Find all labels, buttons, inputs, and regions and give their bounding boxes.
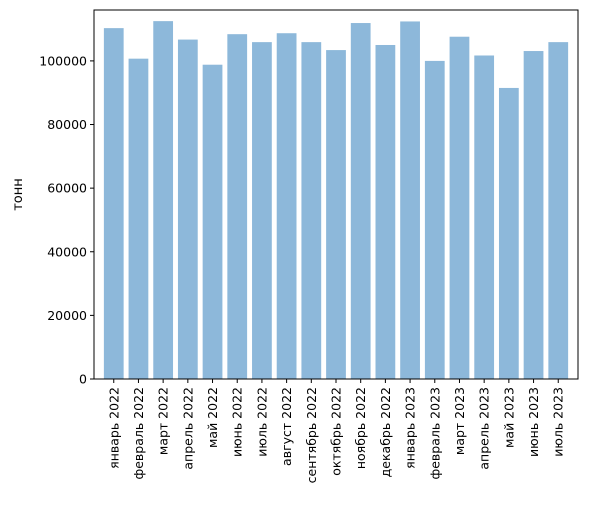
bar-2 (153, 21, 174, 379)
y-tick-label-5: 100000 (39, 53, 87, 68)
y-tick-label-1: 20000 (47, 308, 87, 323)
x-axis: январь 2022 февраль 2022 март 2022 апрель 2… (106, 379, 566, 483)
x-tick-label-18: июль 2023 (551, 387, 566, 457)
bar-12 (400, 21, 420, 379)
bar-10 (350, 23, 371, 379)
x-tick-label-16: май 2023 (501, 387, 516, 448)
y-axis-label: тонн (11, 178, 26, 211)
x-tick-label-4: май 2022 (205, 387, 220, 448)
x-tick-label-6: июль 2022 (254, 387, 269, 457)
x-tick-label-10: ноябрь 2022 (353, 387, 368, 469)
x-tick-label-17: июнь 2023 (526, 387, 541, 457)
x-tick-label-1: февраль 2022 (131, 387, 146, 479)
y-tick-label-3: 60000 (47, 181, 87, 196)
x-tick-label-9: октябрь 2022 (329, 387, 344, 476)
bar-16 (498, 87, 519, 379)
bar-8 (301, 42, 322, 379)
y-axis: 0 20000 40000 60000 80000 100000 (39, 53, 94, 387)
bar-13 (424, 60, 445, 380)
x-tick-label-12: январь 2023 (403, 387, 418, 469)
bar-1 (128, 58, 149, 380)
bar-14 (449, 36, 470, 379)
x-tick-label-13: февраль 2023 (427, 387, 442, 479)
x-tick-label-0: январь 2022 (106, 387, 121, 469)
bar-3 (177, 39, 198, 379)
bar-0 (103, 28, 124, 379)
bar-18 (548, 42, 569, 379)
x-tick-label-5: июнь 2022 (230, 387, 245, 457)
bar-11 (375, 44, 396, 380)
x-tick-label-7: август 2022 (279, 387, 294, 466)
bar-5 (227, 34, 248, 380)
x-tick-label-8: сентябрь 2022 (304, 387, 319, 483)
x-tick-label-3: апрель 2022 (180, 387, 195, 470)
y-tick-label-2: 40000 (47, 244, 87, 259)
y-tick-label-4: 80000 (47, 117, 87, 132)
x-tick-label-14: март 2023 (452, 387, 467, 455)
y-tick-label-0: 0 (79, 372, 87, 387)
bars-group (103, 21, 569, 380)
bar-15 (474, 55, 495, 380)
x-tick-label-2: март 2022 (156, 387, 171, 455)
bar-17 (523, 51, 544, 379)
bar-7 (276, 33, 297, 379)
x-tick-label-15: апрель 2023 (477, 387, 492, 470)
x-tick-label-11: декабрь 2022 (378, 387, 393, 477)
bar-9 (326, 50, 346, 379)
bar-6 (252, 42, 272, 379)
bar-4 (202, 64, 223, 380)
